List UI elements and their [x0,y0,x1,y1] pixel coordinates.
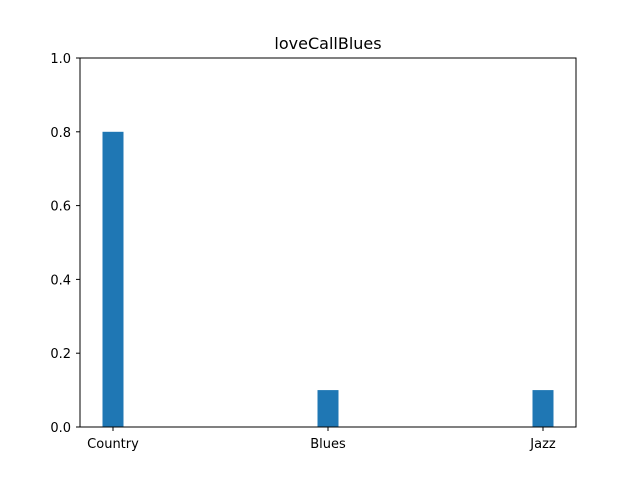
y-axis: 0.0 0.2 0.4 0.6 0.8 1.0 [50,52,80,436]
plot-frame [79,57,577,428]
bar-blues [317,390,339,427]
y-tick-label: 0.8 [50,126,71,141]
x-tick-label-blues: Blues [310,437,346,452]
x-tick-label-country: Country [87,437,139,452]
chart-title: loveCallBlues [274,34,381,53]
y-tick-label: 0.2 [50,347,71,362]
x-axis: Country Blues Jazz [87,427,556,452]
y-tick-label: 1.0 [50,52,71,67]
y-tick-label: 0.0 [50,421,71,436]
x-tick-label-jazz: Jazz [529,437,556,452]
y-tick-label: 0.4 [50,273,71,288]
y-tick-label: 0.6 [50,200,71,215]
bar-jazz [532,390,554,427]
bars-group [102,131,554,428]
bar-country [102,131,124,428]
